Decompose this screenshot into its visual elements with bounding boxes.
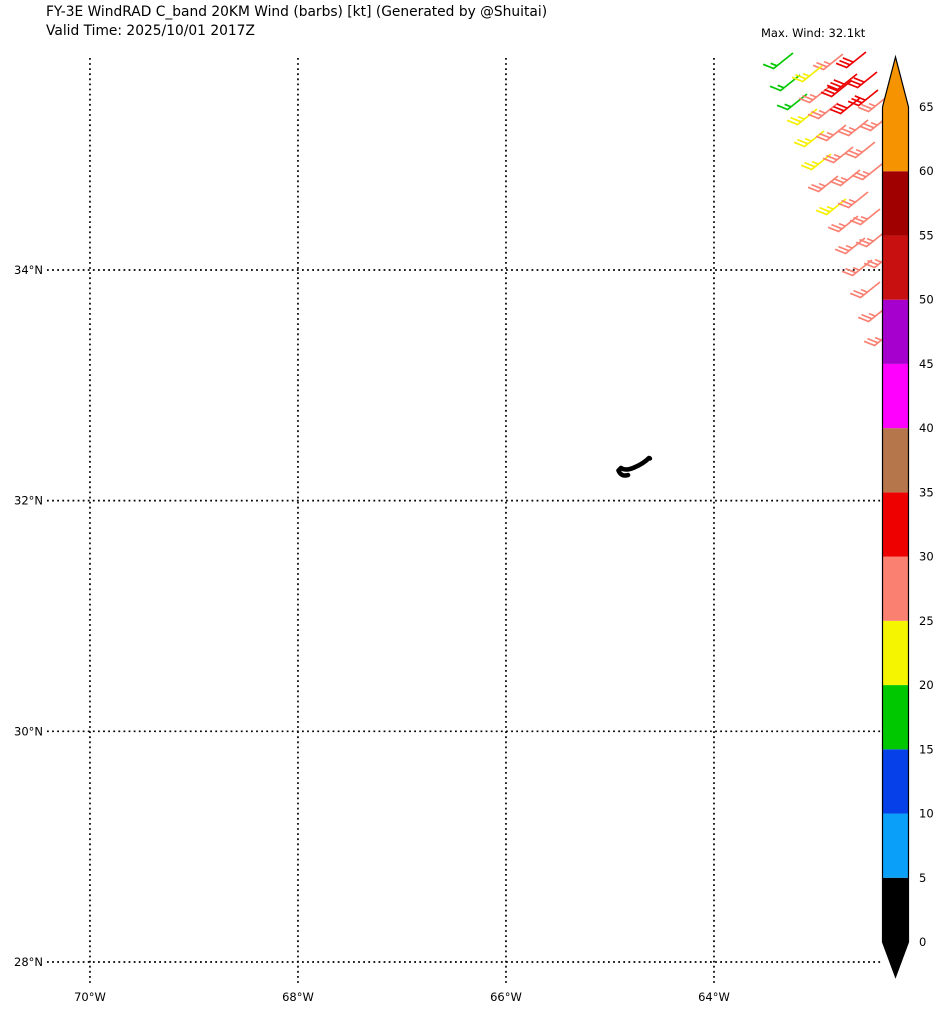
grid-layer xyxy=(47,58,881,983)
colorbar-segment xyxy=(882,749,909,814)
wind-barb xyxy=(837,191,869,209)
colorbar-tick-label: 50 xyxy=(919,293,934,307)
wind-barb xyxy=(829,97,861,115)
colorbar-extend-under xyxy=(882,942,909,977)
wind-barb xyxy=(798,86,830,104)
wind-barb xyxy=(762,52,794,70)
wind-barb xyxy=(844,141,876,159)
colorbar-segment xyxy=(882,813,909,878)
wind-barb xyxy=(826,73,858,91)
lat-tick-label: 34°N xyxy=(14,263,43,277)
axis-labels: 70°W 68°W 66°W 64°W 34°N 32°N 30°N 28°N xyxy=(14,263,730,1004)
colorbar-tick-label: 65 xyxy=(919,100,934,114)
island-dot xyxy=(647,456,653,461)
lat-tick-label: 32°N xyxy=(14,494,43,508)
wind-barb xyxy=(812,53,844,71)
wind-barb xyxy=(859,114,891,132)
wind-barb xyxy=(855,230,887,248)
colorbar-tick-label: 5 xyxy=(919,871,926,885)
wind-barb xyxy=(791,65,823,83)
colorbar-segment xyxy=(882,428,909,493)
colorbar-tick-label: 15 xyxy=(919,742,934,756)
island-outline xyxy=(616,455,652,478)
wind-barb xyxy=(849,208,881,226)
colorbar-tick-label: 40 xyxy=(919,421,934,435)
colorbar xyxy=(881,54,910,979)
island-bermuda xyxy=(616,455,653,478)
colorbar-tick-label: 25 xyxy=(919,614,934,628)
colorbar-tick-label: 0 xyxy=(919,935,926,949)
lon-tick-label: 66°W xyxy=(490,990,522,1004)
wind-barb xyxy=(807,102,839,120)
colorbar-segment xyxy=(882,492,909,557)
wind-barb xyxy=(849,281,881,299)
wind-barb xyxy=(815,124,847,142)
lat-tick-label: 28°N xyxy=(14,955,43,969)
wind-barb xyxy=(846,71,878,89)
wind-barb xyxy=(835,51,867,69)
wind-barb xyxy=(822,146,854,164)
chart-title: FY-3E WindRAD C_band 20KM Wind (barbs) [… xyxy=(46,4,548,20)
colorbar-tick-label: 20 xyxy=(919,678,934,692)
wind-barb xyxy=(841,259,873,277)
lat-tick-label: 30°N xyxy=(14,724,43,738)
wind-barb xyxy=(807,175,839,193)
wind-barbs-layer xyxy=(762,51,895,347)
colorbar-segment xyxy=(882,171,909,236)
wind-barb xyxy=(793,130,825,148)
colorbar-segment xyxy=(882,235,909,300)
colorbar-tick-label: 10 xyxy=(919,807,934,821)
colorbar-segment xyxy=(882,363,909,429)
colorbar-segment xyxy=(882,685,909,750)
colorbar-tick-label: 30 xyxy=(919,550,934,564)
colorbar-segment xyxy=(882,620,909,686)
wind-barb xyxy=(837,119,869,137)
colorbar-extend-over xyxy=(882,57,909,107)
max-wind-label: Max. Wind: 32.1kt xyxy=(761,26,866,40)
colorbar-segment xyxy=(882,107,909,172)
colorbar-segment xyxy=(882,299,909,364)
colorbar-tick-label: 45 xyxy=(919,357,934,371)
wind-barb xyxy=(820,80,852,98)
lon-tick-label: 68°W xyxy=(282,990,314,1004)
colorbar-tick-label: 35 xyxy=(919,485,934,499)
colorbar-outline xyxy=(881,54,910,979)
colorbar-labels: 0 5 10 15 20 25 30 35 40 45 50 55 60 65 xyxy=(919,100,934,949)
colorbar-segment xyxy=(882,877,909,942)
valid-time-subtitle: Valid Time: 2025/10/01 2017Z xyxy=(46,23,255,39)
colorbar-tick-label: 55 xyxy=(919,228,934,242)
colorbar-segment xyxy=(882,556,909,621)
wind-barb xyxy=(851,163,883,181)
colorbar-tick-label: 60 xyxy=(919,164,934,178)
wind-barb xyxy=(769,74,801,92)
lon-tick-label: 70°W xyxy=(74,990,106,1004)
lon-tick-label: 64°W xyxy=(698,990,730,1004)
